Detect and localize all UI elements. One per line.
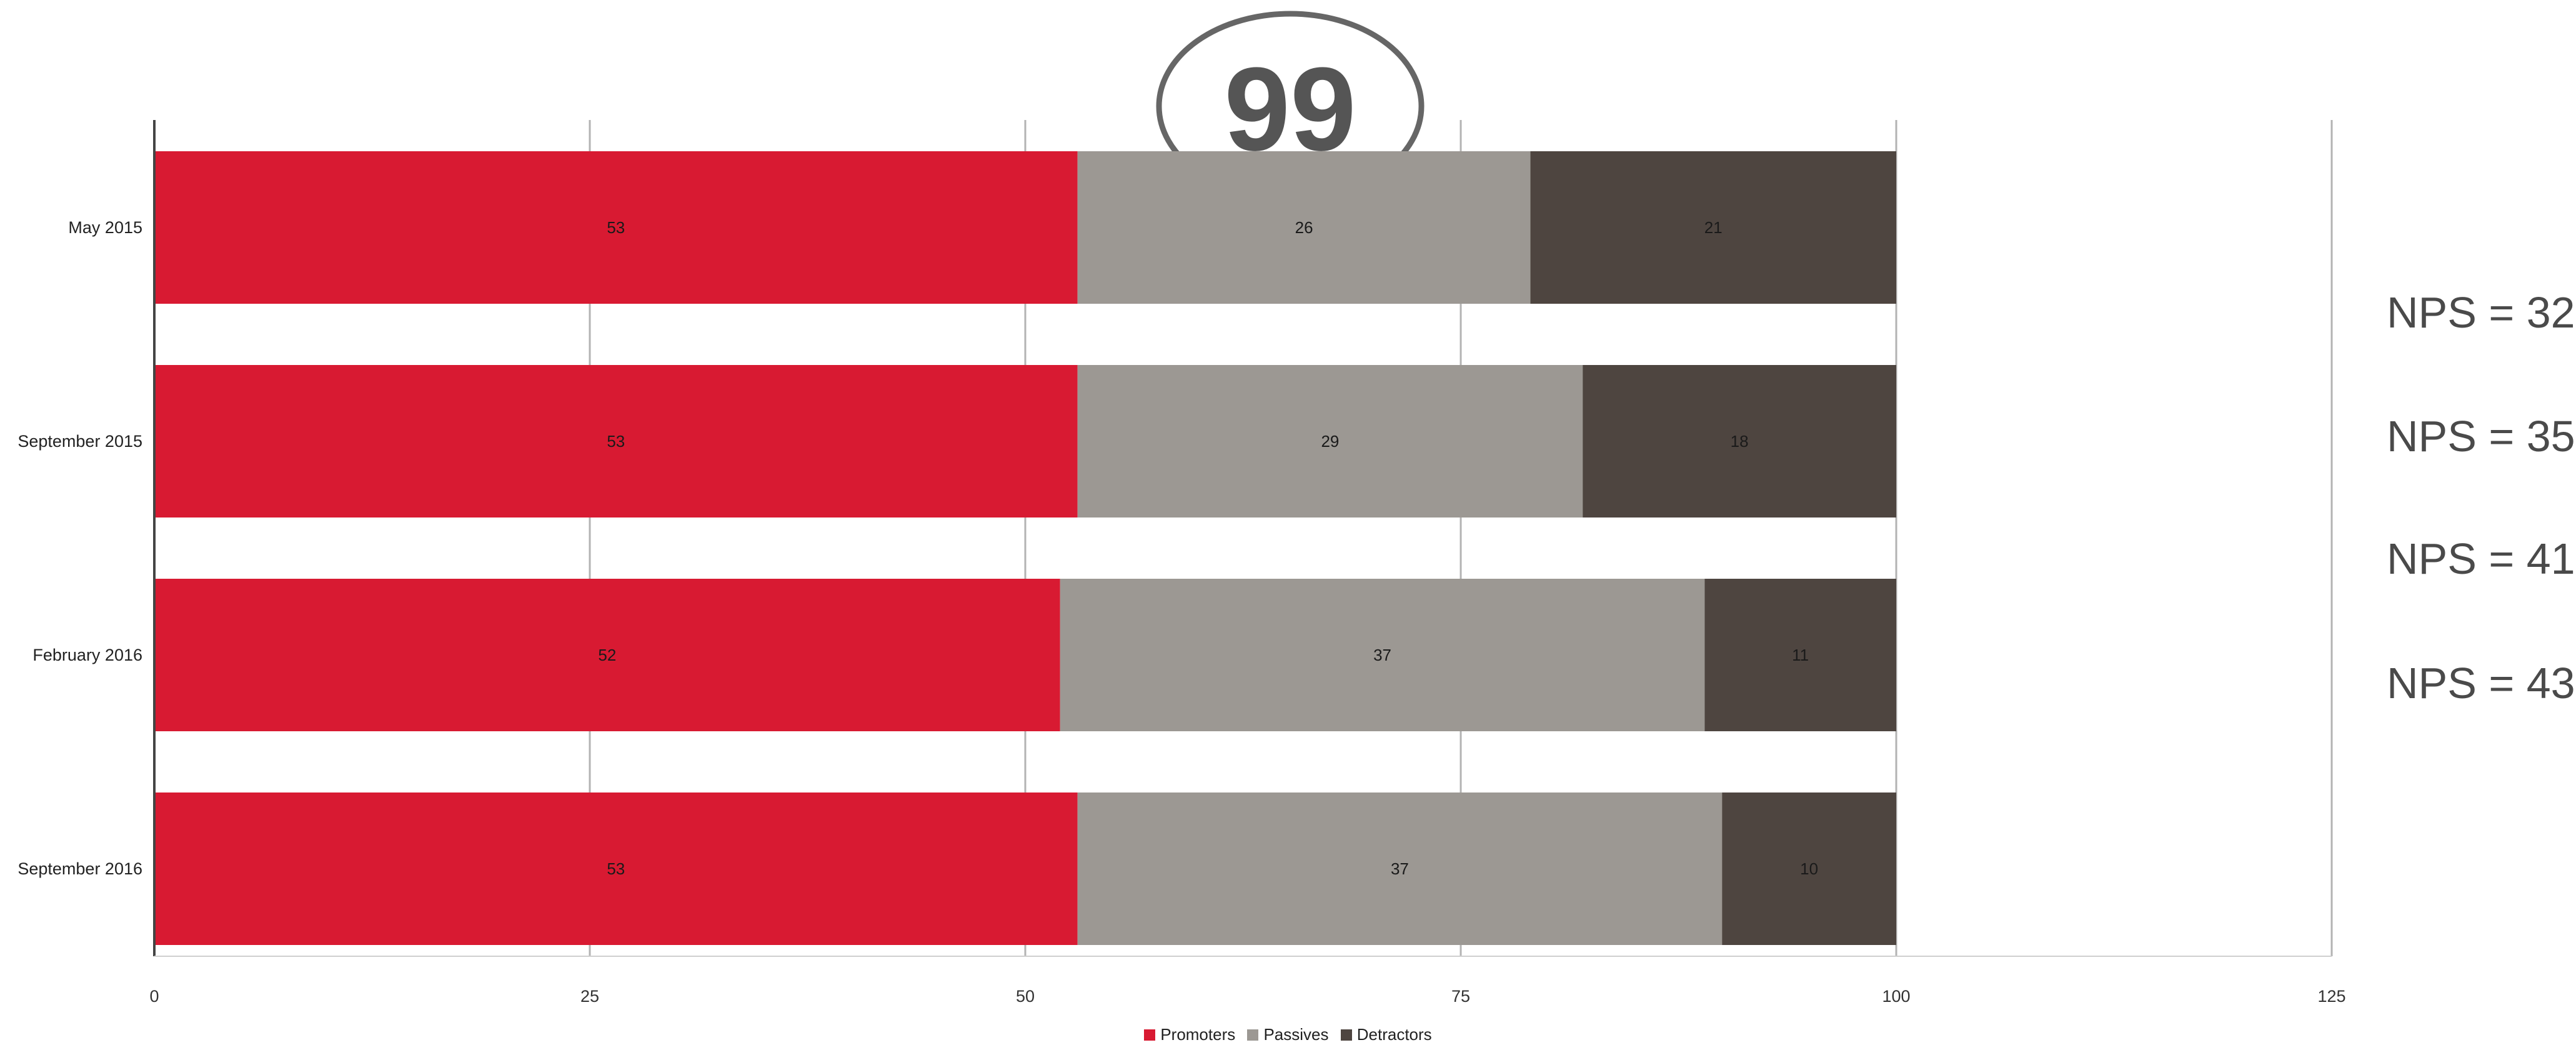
category-label-2: February 2016 (32, 646, 142, 664)
data-label-detractors-2: 11 (1792, 646, 1809, 664)
axis-layer: 0 25 50 75 100 125 May 2015 September 2015 Febru… (17, 120, 2346, 1006)
legend-item-passives: Passives (1247, 1025, 1329, 1044)
bars-layer: 53 26 21 53 29 18 52 37 11 53 37 10 (154, 151, 1896, 945)
bar-promoters-0 (154, 151, 1078, 304)
data-label-detractors-0: 21 (1704, 218, 1723, 237)
legend-swatch-detractors (1340, 1029, 1352, 1041)
legend-label-detractors: Detractors (1356, 1025, 1432, 1044)
data-label-passives-3: 37 (1391, 859, 1409, 878)
legend-item-promoters: Promoters (1144, 1025, 1235, 1044)
data-label-detractors-1: 18 (1731, 432, 1749, 451)
category-label-3: September 2016 (17, 859, 142, 878)
data-label-promoters-1: 53 (607, 432, 625, 451)
legend: Promoters Passives Detractors (0, 1025, 2576, 1045)
nps-annotation-3: NPS = 43 (2387, 659, 2575, 708)
x-tick-label-50: 50 (1016, 987, 1035, 1006)
data-label-passives-2: 37 (1373, 646, 1391, 664)
category-label-0: May 2015 (68, 218, 142, 237)
data-label-promoters-0: 53 (607, 218, 625, 237)
data-label-passives-1: 29 (1321, 432, 1339, 451)
data-label-promoters-2: 52 (598, 646, 616, 664)
bar-detractors-1 (1583, 365, 1896, 518)
x-tick-label-125: 125 (2317, 987, 2345, 1006)
data-label-detractors-3: 10 (1800, 859, 1818, 878)
x-tick-label-0: 0 (149, 987, 159, 1006)
legend-label-promoters: Promoters (1160, 1025, 1236, 1044)
bar-promoters-1 (154, 365, 1078, 518)
bar-detractors-0 (1530, 151, 1896, 304)
bar-passives-1 (1077, 365, 1583, 518)
legend-swatch-promoters (1144, 1029, 1156, 1041)
x-tick-label-100: 100 (1882, 987, 1910, 1006)
nps-annotation-2: NPS = 41 (2387, 534, 2575, 583)
x-tick-label-75: 75 (1451, 987, 1470, 1006)
x-tick-label-25: 25 (580, 987, 599, 1006)
data-label-passives-0: 26 (1295, 218, 1313, 237)
bar-detractors-3 (1722, 792, 1896, 945)
legend-label-passives: Passives (1263, 1025, 1329, 1044)
nps-annotation-1: NPS = 35 (2387, 412, 2575, 461)
nps-annotation-0: NPS = 32 (2387, 288, 2575, 337)
bar-passives-3 (1077, 792, 1723, 945)
legend-item-detractors: Detractors (1340, 1025, 1432, 1044)
data-label-promoters-3: 53 (607, 859, 625, 878)
bar-promoters-3 (154, 792, 1078, 945)
legend-swatch-passives (1247, 1029, 1259, 1041)
bar-detractors-2 (1704, 579, 1896, 731)
category-label-1: September 2015 (17, 432, 142, 451)
bar-passives-2 (1060, 579, 1705, 731)
bar-promoters-2 (154, 579, 1060, 731)
bar-passives-0 (1077, 151, 1531, 304)
